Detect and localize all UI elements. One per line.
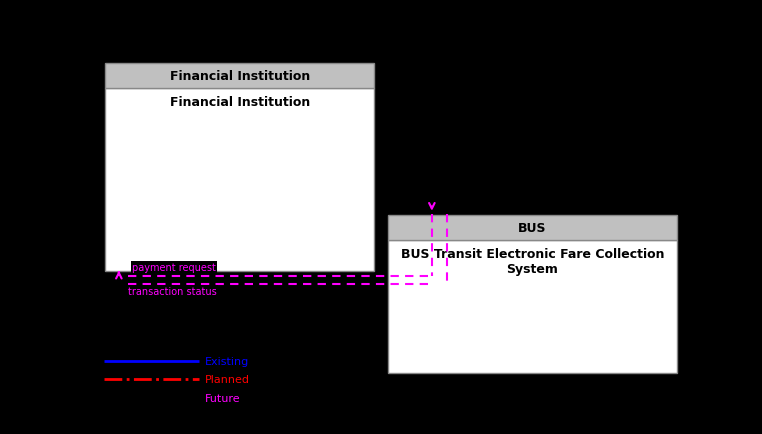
Bar xyxy=(105,64,374,89)
Text: Future: Future xyxy=(204,393,240,403)
Text: Financial Institution: Financial Institution xyxy=(169,95,310,108)
Text: transaction status: transaction status xyxy=(128,286,216,296)
Text: payment request: payment request xyxy=(132,262,216,272)
Bar xyxy=(388,216,677,241)
Bar xyxy=(105,89,374,271)
Text: Financial Institution: Financial Institution xyxy=(169,70,310,83)
Bar xyxy=(388,241,677,373)
Text: BUS: BUS xyxy=(518,222,546,235)
Text: Existing: Existing xyxy=(204,356,248,366)
Text: BUS Transit Electronic Fare Collection
System: BUS Transit Electronic Fare Collection S… xyxy=(401,247,664,276)
Text: Planned: Planned xyxy=(204,375,249,385)
